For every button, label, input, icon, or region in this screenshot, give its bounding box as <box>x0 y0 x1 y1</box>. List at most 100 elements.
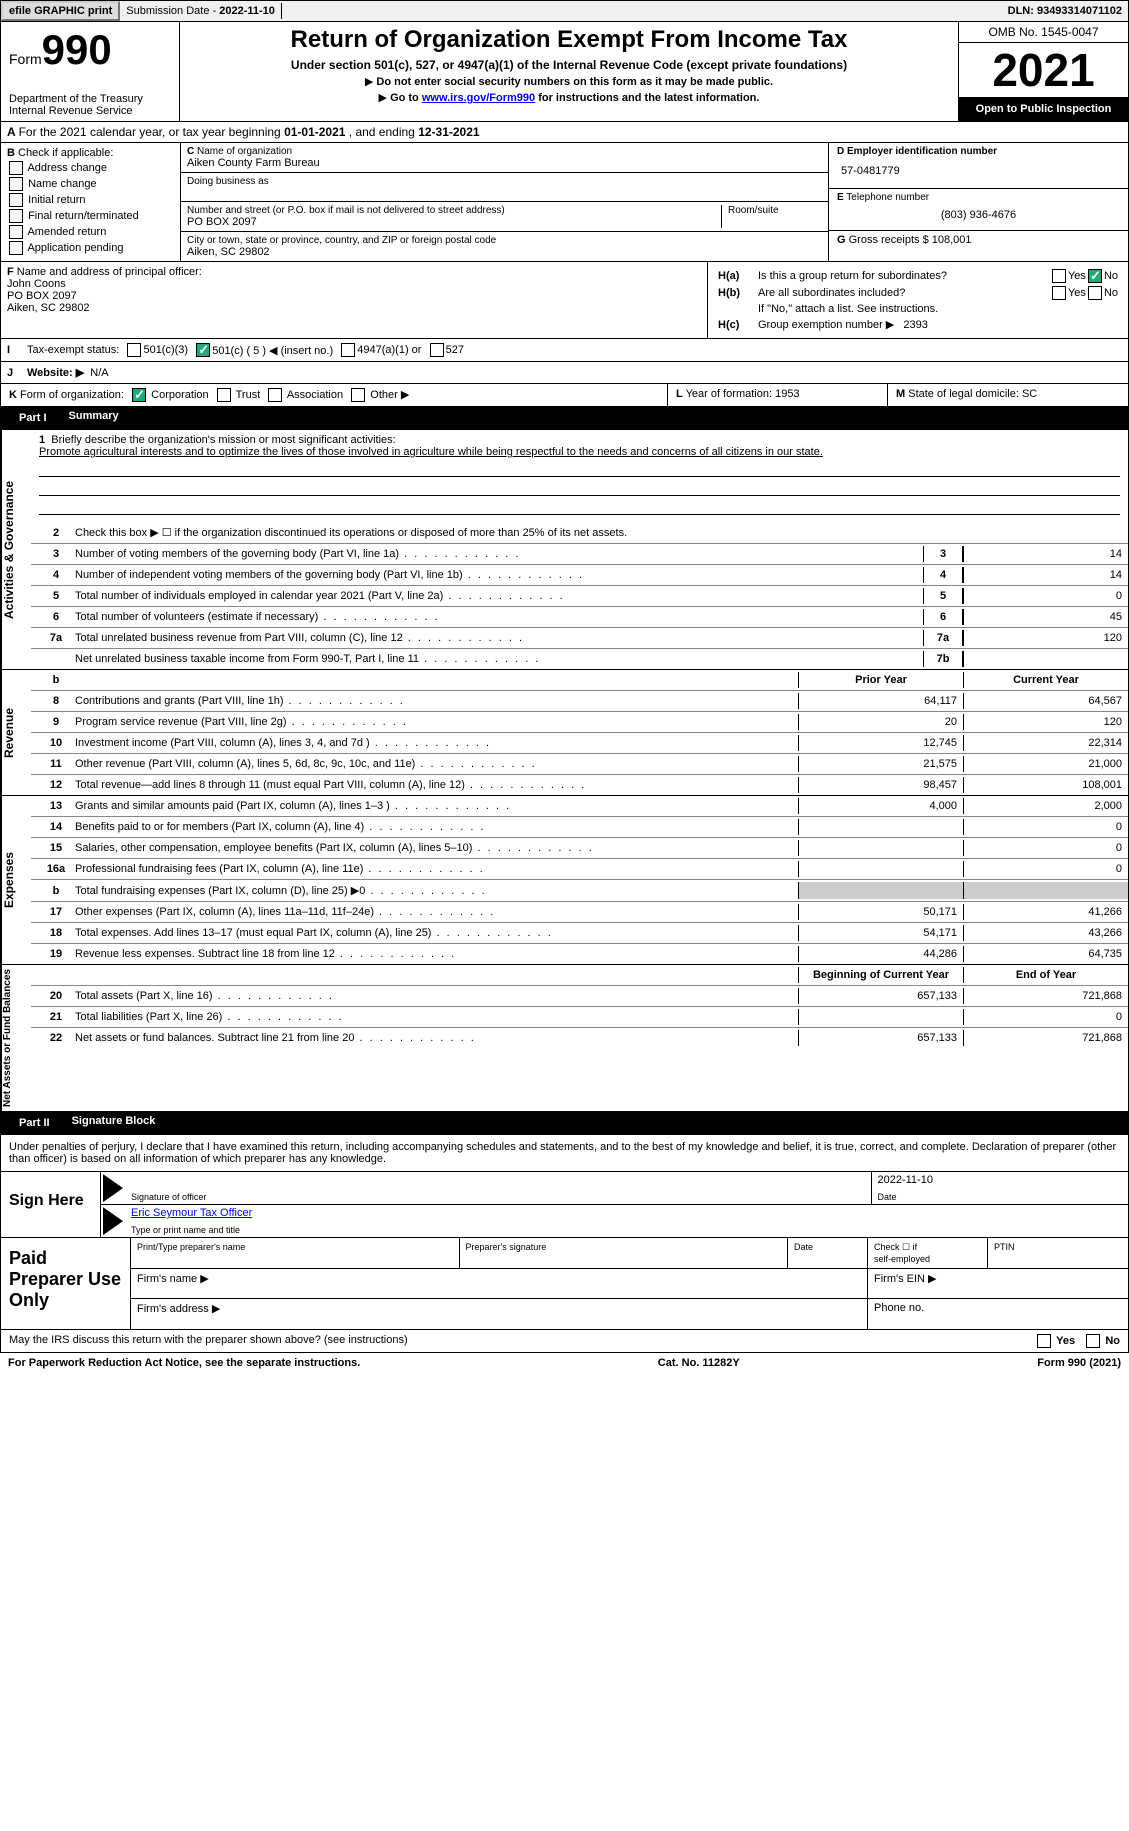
m-lbl: State of legal domicile: <box>908 388 1022 400</box>
hb-no-cb[interactable] <box>1088 286 1102 300</box>
header-right: OMB No. 1545-0047 2021 Open to Public In… <box>959 22 1129 122</box>
firm-ein-lbl: Firm's EIN ▶ <box>874 1273 937 1285</box>
group-expenses: Expenses 13Grants and similar amounts pa… <box>1 796 1128 965</box>
uline-3 <box>39 499 1120 515</box>
sig-officer-lbl: Signature of officer <box>131 1192 865 1202</box>
i-opt-1: 501(c) ( 5 ) ◀ (insert no.) <box>212 344 333 357</box>
summary-container: Activities & Governance 1 Briefly descri… <box>0 430 1129 1112</box>
b-header: Check if applicable: <box>18 147 113 159</box>
h-c-row: H(c) Group exemption number ▶ 2393 <box>718 318 1118 331</box>
k-cb-1[interactable] <box>217 388 231 402</box>
cb-lbl-2: Initial return <box>28 194 85 206</box>
tel-value: (803) 936-4676 <box>837 203 1120 227</box>
i-lbl: Tax-exempt status: <box>27 344 119 356</box>
row-a-text-a: For the 2021 calendar year, or tax year … <box>19 125 285 139</box>
city-cell: City or town, state or province, country… <box>181 232 828 261</box>
ha-no-cb[interactable] <box>1088 269 1102 283</box>
gov-line-1: 4Number of independent voting members of… <box>31 565 1128 586</box>
h-note: If "No," attach a list. See instructions… <box>758 303 1118 315</box>
cb-lbl-5: Application pending <box>27 242 123 254</box>
f-lbl: Name and address of principal officer: <box>17 266 202 278</box>
cb-name-change[interactable]: Name change <box>7 177 174 191</box>
note-ssn: Do not enter social security numbers on … <box>184 75 954 88</box>
k-opt-2: Association <box>287 389 343 401</box>
net-header-row: Beginning of Current Year End of Year <box>31 965 1128 986</box>
i-cb-2[interactable] <box>341 343 355 357</box>
section-fgh: F Name and address of principal officer:… <box>0 262 1129 339</box>
i-cb-0[interactable] <box>127 343 141 357</box>
i-cb-3[interactable] <box>430 343 444 357</box>
cb-amended-return[interactable]: Amended return <box>7 225 174 239</box>
org-name-cell: C Name of organization Aiken County Farm… <box>181 143 828 173</box>
sign-here-label: Sign Here <box>1 1172 101 1237</box>
i-cb-1[interactable] <box>196 343 210 357</box>
cb-address-change[interactable]: Address change <box>7 161 174 175</box>
hb-yes: Yes <box>1068 287 1086 299</box>
col-b-checkboxes: B Check if applicable: Address change Na… <box>1 143 181 261</box>
sig-arrow-icon-2 <box>103 1207 123 1235</box>
side-net-assets: Net Assets or Fund Balances <box>1 965 31 1111</box>
cb-lbl-3: Final return/terminated <box>28 210 139 222</box>
ein-cell: D Employer identification number 57-0481… <box>829 143 1128 189</box>
preparer-block: Paid Preparer Use Only Print/Type prepar… <box>0 1238 1129 1330</box>
uline-2 <box>39 480 1120 496</box>
header-left: Form990 Department of the Treasury Inter… <box>0 22 180 122</box>
officer-name: John Coons <box>7 278 66 290</box>
dln: DLN: 93493314071102 <box>1002 3 1128 19</box>
l-year-formation: L Year of formation: 1953 <box>668 384 888 406</box>
form-word: Form <box>9 51 42 67</box>
ha-yes: Yes <box>1068 270 1086 282</box>
k-cb-3[interactable] <box>351 388 365 402</box>
dept-treasury: Department of the Treasury Internal Reve… <box>9 93 171 117</box>
ha-yes-cb[interactable] <box>1052 269 1066 283</box>
cb-final-return[interactable]: Final return/terminated <box>7 209 174 223</box>
note-link: Go to www.irs.gov/Form990 for instructio… <box>184 91 954 104</box>
exp-line-6: 18Total expenses. Add lines 13–17 (must … <box>31 923 1128 944</box>
cb-initial-return[interactable]: Initial return <box>7 193 174 207</box>
street-cell: Number and street (or P.O. box if mail i… <box>181 202 828 232</box>
efile-print-button[interactable]: efile GRAPHIC print <box>1 1 120 21</box>
discuss-yes-cb[interactable] <box>1037 1334 1051 1348</box>
net-line-1: 21Total liabilities (Part X, line 26)0 <box>31 1007 1128 1028</box>
mission-block: 1 Briefly describe the organization's mi… <box>31 430 1128 522</box>
tel-lbl: Telephone number <box>846 192 929 203</box>
col-prior-year: Prior Year <box>798 672 963 688</box>
prep-row-3: Firm's address ▶ Phone no. <box>131 1299 1128 1329</box>
exp-line-2: 15Salaries, other compensation, employee… <box>31 838 1128 859</box>
j-lbl: Website: ▶ <box>27 366 84 379</box>
firm-name-lbl: Firm's name ▶ <box>137 1273 209 1285</box>
rev-line-4: 12Total revenue—add lines 8 through 11 (… <box>31 775 1128 795</box>
sig-date-lbl: Date <box>878 1192 1123 1202</box>
i-opt-3: 527 <box>446 344 464 356</box>
irs-link[interactable]: www.irs.gov/Form990 <box>422 92 535 104</box>
line-2-text: Check this box ▶ ☐ if the organization d… <box>71 524 1128 541</box>
cb-application-pending[interactable]: Application pending <box>7 241 174 255</box>
prep-date-lbl: Date <box>794 1242 813 1252</box>
k-cb-0[interactable] <box>132 388 146 402</box>
col-current-year: Current Year <box>963 672 1128 688</box>
dba-lbl: Doing business as <box>187 176 822 187</box>
exp-line-1: 14Benefits paid to or for members (Part … <box>31 817 1128 838</box>
exp-line-7: 19Revenue less expenses. Subtract line 1… <box>31 944 1128 964</box>
k-opt-3: Other ▶ <box>370 389 409 401</box>
part-1-header: Part I Summary <box>0 407 1129 430</box>
hb-no: No <box>1104 287 1118 299</box>
part-2-num: Part II <box>5 1115 64 1131</box>
discuss-no-cb[interactable] <box>1086 1334 1100 1348</box>
officer-street: PO BOX 2097 <box>7 290 77 302</box>
hb-yes-cb[interactable] <box>1052 286 1066 300</box>
sig-name-value: Eric Seymour Tax Officer <box>131 1207 1122 1225</box>
top-bar: efile GRAPHIC print Submission Date - 20… <box>0 0 1129 22</box>
part-1-title: Summary <box>69 410 119 426</box>
note-ssn-text: Do not enter social security numbers on … <box>376 76 773 88</box>
officer-city: Aiken, SC 29802 <box>7 302 90 314</box>
suite-lbl: Room/suite <box>728 205 822 216</box>
open-inspection: Open to Public Inspection <box>959 97 1128 121</box>
signer-name-link[interactable]: Eric Seymour Tax Officer <box>131 1207 252 1219</box>
year-end: 12-31-2021 <box>418 125 479 139</box>
sig-arrow-icon-1 <box>103 1174 123 1202</box>
k-cb-2[interactable] <box>268 388 282 402</box>
gross-cell: G Gross receipts $ 108,001 <box>829 231 1128 261</box>
form-title: Return of Organization Exempt From Incom… <box>184 26 954 54</box>
hc-value: 2393 <box>903 319 927 331</box>
